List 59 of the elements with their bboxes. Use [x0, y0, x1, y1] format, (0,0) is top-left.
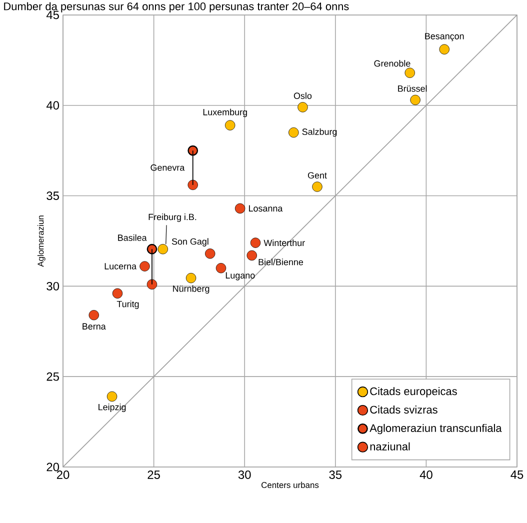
annotation: Brüssel — [398, 85, 427, 92]
point — [88, 310, 99, 320]
point — [410, 94, 420, 106]
point — [250, 238, 261, 248]
legend-label: Aglomeraziun transcunfiala — [370, 424, 502, 434]
annotation: Berna — [82, 323, 106, 330]
point — [312, 182, 322, 192]
y-tick-label: 35 — [46, 192, 59, 200]
legend-label: Citads svizras — [370, 406, 438, 414]
x-tick-label: 40 — [420, 470, 432, 479]
annotation: Besançon — [425, 33, 464, 42]
point — [205, 248, 216, 259]
legend-label: naziunal — [370, 442, 410, 450]
point — [146, 279, 158, 290]
point — [158, 244, 168, 254]
y-tick-label: 30 — [46, 282, 60, 290]
x-tick-label: 25 — [148, 470, 160, 479]
annotation: Son Gagl — [172, 238, 208, 246]
point — [112, 288, 123, 299]
annotation: Turitg — [116, 300, 139, 309]
point — [298, 102, 308, 112]
point — [188, 145, 198, 156]
point — [216, 263, 226, 274]
point — [224, 120, 236, 130]
point — [246, 250, 257, 261]
point — [288, 127, 299, 138]
y-tick-label: 20 — [46, 462, 60, 472]
point — [140, 261, 150, 272]
annotation: Biel/Bienne — [258, 258, 304, 266]
annotation: Basilea — [118, 234, 147, 241]
point — [188, 180, 198, 190]
annotation: Freiburg i.B. — [148, 214, 196, 222]
annotation: Oslo — [294, 92, 312, 99]
x-tick-label: 30 — [238, 470, 251, 479]
annotation: Lucerna — [104, 263, 137, 270]
annotation: Leipzig — [98, 404, 126, 412]
x-tick-label: 20 — [56, 470, 70, 479]
annotation: Grenoble — [374, 60, 410, 67]
x-tick-label: 45 — [510, 470, 524, 479]
annotation: Salzburg — [302, 128, 337, 137]
annotation: Gent — [308, 172, 327, 179]
y-tick-label: 45 — [46, 10, 59, 20]
annotation: Losanna — [249, 205, 283, 212]
x-axis-title: Centers urbans — [261, 482, 319, 488]
y-tick-label: 25 — [46, 372, 59, 381]
point — [106, 391, 118, 402]
annotation: Lugano — [226, 272, 255, 280]
annotation: Luxemburg — [203, 108, 247, 118]
point — [404, 68, 415, 78]
y-tick-label: 40 — [46, 101, 60, 110]
annotation: Winterthur — [264, 239, 305, 246]
annotation: Nürnberg — [173, 285, 210, 294]
point — [439, 44, 450, 54]
y-axis-title: Aglomeraziun — [37, 216, 46, 267]
legend-label: Citads europeicas — [370, 387, 457, 398]
point — [234, 203, 246, 214]
x-tick-label: 35 — [329, 470, 342, 479]
point — [186, 272, 196, 284]
annotation: Genevra — [150, 164, 185, 171]
